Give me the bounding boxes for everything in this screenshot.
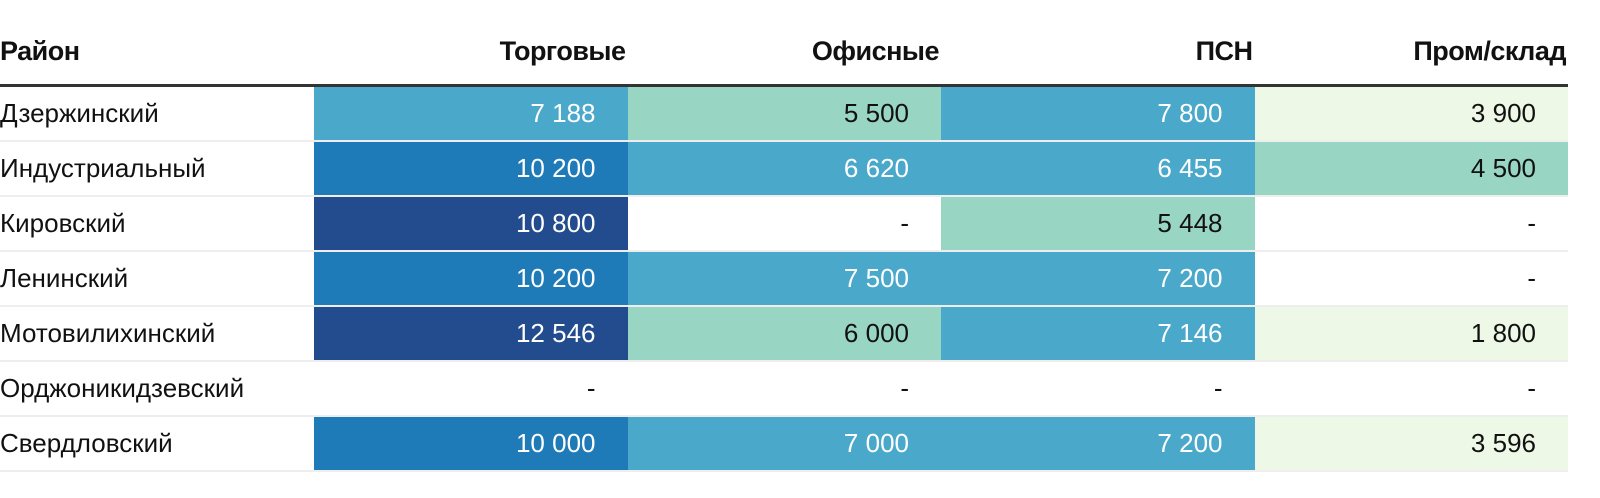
- heatmap-cell-industrial-warehouse: -: [1254, 361, 1568, 417]
- heatmap-cell-industrial-warehouse: -: [1254, 196, 1568, 252]
- table-row: Дзержинский 7 188 5 500 7 800 3 900: [0, 85, 1568, 142]
- column-header-psn: ПСН: [941, 18, 1255, 87]
- district-label: Ленинский: [0, 251, 314, 307]
- district-label: Кировский: [0, 196, 314, 252]
- heatmap-body: Дзержинский 7 188 5 500 7 800 3 900 Индустриа…: [0, 85, 1568, 472]
- heatmap-cell-industrial-warehouse: 3 596: [1254, 416, 1568, 472]
- heatmap-cell-psn: 7 800: [941, 85, 1255, 142]
- heatmap-cell-office: -: [627, 361, 941, 417]
- table-row: Свердловский 10 000 7 000 7 200 3 596: [0, 416, 1568, 472]
- column-header-office: Офисные: [627, 18, 941, 87]
- column-header-district: Район: [0, 18, 314, 87]
- table-row: Индустриальный 10 200 6 620 6 455 4 500: [0, 141, 1568, 197]
- heatmap-cell-psn: 5 448: [941, 196, 1255, 252]
- table-row: Ленинский 10 200 7 500 7 200-: [0, 251, 1568, 307]
- heatmap-cell-retail: 10 000: [314, 416, 628, 472]
- district-label: Мотовилихинский: [0, 306, 314, 362]
- column-header-retail: Торговые: [314, 18, 628, 87]
- heatmap-cell-office: 6 000: [627, 306, 941, 362]
- heatmap-cell-industrial-warehouse: 4 500: [1254, 141, 1568, 197]
- heatmap-cell-retail: -: [314, 361, 628, 417]
- table-row: Мотовилихинский 12 546 6 000 7 146 1 800: [0, 306, 1568, 362]
- heatmap-cell-psn: -: [941, 361, 1255, 417]
- heatmap-cell-office: 5 500: [627, 85, 941, 142]
- district-label: Орджоникидзевский: [0, 361, 314, 417]
- heatmap-cell-industrial-warehouse: 1 800: [1254, 306, 1568, 362]
- column-header-industrial-warehouse: Пром/склад: [1254, 18, 1568, 87]
- heatmap-cell-retail: 7 188: [314, 85, 628, 142]
- heatmap-table: Район Торговые Офисные ПСН Пром/склад Дз…: [0, 18, 1568, 472]
- heatmap-cell-retail: 12 546: [314, 306, 628, 362]
- heatmap-cell-office: 6 620: [627, 141, 941, 197]
- table-row: Кировский 10 800-5 448-: [0, 196, 1568, 252]
- heatmap-cell-industrial-warehouse: -: [1254, 251, 1568, 307]
- district-label: Дзержинский: [0, 85, 314, 142]
- district-label: Индустриальный: [0, 141, 314, 197]
- header-row: Район Торговые Офисные ПСН Пром/склад: [0, 18, 1568, 87]
- heatmap-cell-psn: 7 200: [941, 251, 1255, 307]
- heatmap-cell-psn: 7 200: [941, 416, 1255, 472]
- heatmap-cell-psn: 7 146: [941, 306, 1255, 362]
- table-row: Орджоникидзевский - - - -: [0, 361, 1568, 417]
- heatmap-cell-industrial-warehouse: 3 900: [1254, 85, 1568, 142]
- heatmap-cell-office: 7 000: [627, 416, 941, 472]
- heatmap-cell-retail: 10 200: [314, 141, 628, 197]
- heatmap-cell-office: 7 500: [627, 251, 941, 307]
- heatmap-cell-retail: 10 800: [314, 196, 628, 252]
- district-label: Свердловский: [0, 416, 314, 472]
- heatmap-cell-office: -: [627, 196, 941, 252]
- heatmap-cell-retail: 10 200: [314, 251, 628, 307]
- heatmap-cell-psn: 6 455: [941, 141, 1255, 197]
